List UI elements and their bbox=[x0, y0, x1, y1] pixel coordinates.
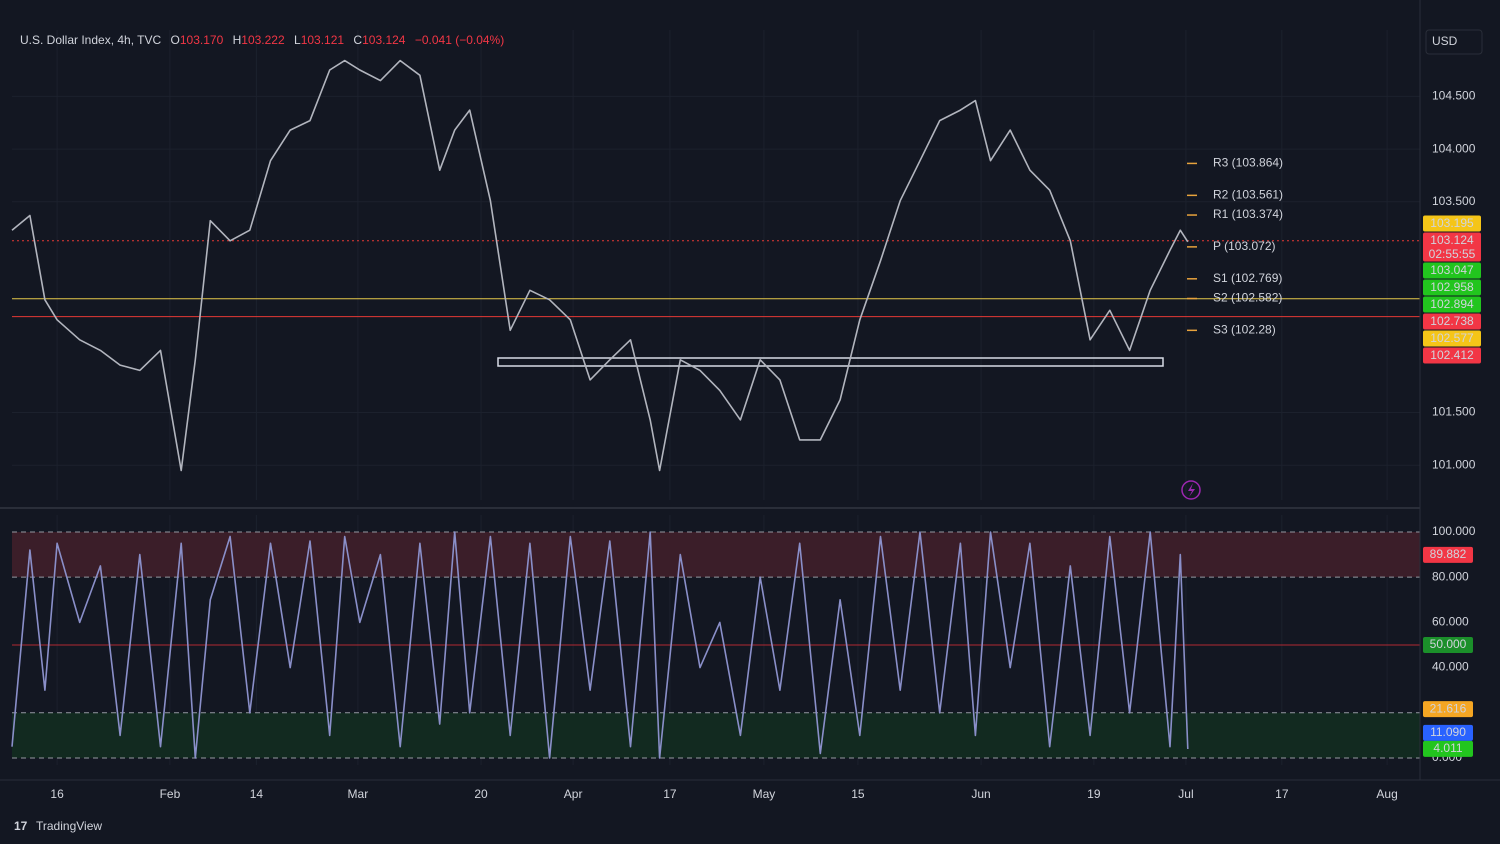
x-tick-label: Feb bbox=[160, 787, 181, 801]
price-badge-label: 102.738 bbox=[1430, 314, 1474, 328]
band bbox=[12, 531, 1420, 578]
price-badge-label: 102.958 bbox=[1430, 280, 1474, 294]
x-tick-label: 16 bbox=[50, 787, 64, 801]
x-tick-label: 17 bbox=[663, 787, 677, 801]
x-tick-label: Mar bbox=[348, 787, 369, 801]
x-tick-label: May bbox=[753, 787, 776, 801]
osc-badge-label: 21.616 bbox=[1430, 701, 1467, 715]
currency[interactable]: USD bbox=[1432, 34, 1458, 48]
osc-badge bbox=[1423, 546, 1473, 563]
price-badge bbox=[1423, 262, 1481, 279]
marks bbox=[11, 59, 1420, 759]
osc-badge bbox=[1423, 636, 1473, 653]
x-tick-label: 17 bbox=[1275, 787, 1289, 801]
pivot-label: S3 (102.28) bbox=[1213, 323, 1276, 337]
open: 103.170 bbox=[180, 33, 224, 47]
pivot-label: P (103.072) bbox=[1213, 239, 1276, 253]
symbol: U.S. Dollar Index, 4h, TVC bbox=[20, 33, 162, 47]
osc-badge bbox=[1423, 740, 1473, 757]
brand: TradingView bbox=[36, 819, 102, 833]
countdown: 02:55:55 bbox=[1429, 247, 1476, 261]
y-tick-label: 100.000 bbox=[1432, 524, 1476, 538]
pivot-label: S2 (102.582) bbox=[1213, 291, 1282, 305]
price-badge-label: 102.412 bbox=[1430, 348, 1474, 362]
price-badge-label: 102.577 bbox=[1430, 331, 1474, 345]
y-tick-label: 104.000 bbox=[1432, 141, 1476, 155]
x-tick-label: 20 bbox=[474, 787, 488, 801]
x-tick-label: 15 bbox=[851, 787, 865, 801]
price-badge bbox=[1423, 296, 1481, 313]
price-badge-label: 103.047 bbox=[1430, 263, 1474, 277]
osc-badge-label: 11.090 bbox=[1430, 725, 1466, 739]
grid bbox=[12, 30, 1420, 765]
osc-badge-label: 89.882 bbox=[1430, 547, 1467, 561]
y-tick-label: 104.500 bbox=[1432, 89, 1476, 103]
osc-badge bbox=[1423, 701, 1473, 718]
pivot-label: S1 (102.769) bbox=[1213, 271, 1282, 285]
alert-icon[interactable] bbox=[1181, 480, 1201, 500]
price-badge-label: 103.195 bbox=[1430, 216, 1474, 230]
price-badge bbox=[1423, 330, 1481, 347]
price-badge-label: 103.124 bbox=[1430, 233, 1474, 247]
x-tick-label: Jun bbox=[971, 787, 990, 801]
header: U.S. Dollar Index, 4h, TVC O103.170 H103… bbox=[20, 33, 504, 47]
low: 103.121 bbox=[301, 33, 345, 47]
pivot-label: R2 (103.561) bbox=[1213, 188, 1283, 202]
price-badge bbox=[1423, 313, 1481, 330]
close-label: C bbox=[353, 33, 362, 47]
x-tick-label: Aug bbox=[1376, 787, 1397, 801]
price-badge bbox=[1423, 232, 1481, 262]
pivot-label: R1 (103.374) bbox=[1213, 207, 1283, 221]
brand-logo: 17 bbox=[14, 819, 28, 833]
osc-badge bbox=[1423, 724, 1473, 741]
x-tick-label: 19 bbox=[1087, 787, 1101, 801]
y-tick-label: 80.000 bbox=[1432, 569, 1469, 583]
osc-badge-label: 50.000 bbox=[1430, 637, 1467, 651]
high: 103.222 bbox=[241, 33, 285, 47]
osc-badge-label: 4.011 bbox=[1433, 741, 1462, 755]
change: −0.041 (−0.04%) bbox=[415, 33, 504, 47]
price-badge bbox=[1423, 347, 1481, 364]
x-tick-label: Jul bbox=[1178, 787, 1193, 801]
support-box bbox=[497, 357, 1164, 367]
alert-icon-bolt bbox=[1188, 483, 1195, 497]
x-tick-label: Apr bbox=[564, 787, 583, 801]
high-label: H bbox=[233, 33, 242, 47]
price-badge bbox=[1423, 215, 1481, 232]
y-tick-label: 60.000 bbox=[1432, 615, 1469, 629]
series-line bbox=[11, 531, 1189, 759]
band bbox=[12, 712, 1420, 758]
series-line bbox=[11, 59, 1189, 472]
low-label: L bbox=[294, 33, 301, 47]
close: 103.124 bbox=[362, 33, 406, 47]
price-badge bbox=[1423, 279, 1481, 296]
pivot-label: R3 (103.864) bbox=[1213, 156, 1283, 170]
y-tick-label: 40.000 bbox=[1432, 660, 1469, 674]
x-tick-label: 14 bbox=[250, 787, 264, 801]
open-label: O bbox=[171, 33, 180, 47]
price-badge-label: 102.894 bbox=[1430, 297, 1474, 311]
y-tick-label: 103.500 bbox=[1432, 194, 1476, 208]
currency-button[interactable] bbox=[1425, 29, 1483, 55]
y-tick-label: 101.000 bbox=[1432, 457, 1476, 471]
y-tick-label: 101.500 bbox=[1432, 405, 1476, 419]
